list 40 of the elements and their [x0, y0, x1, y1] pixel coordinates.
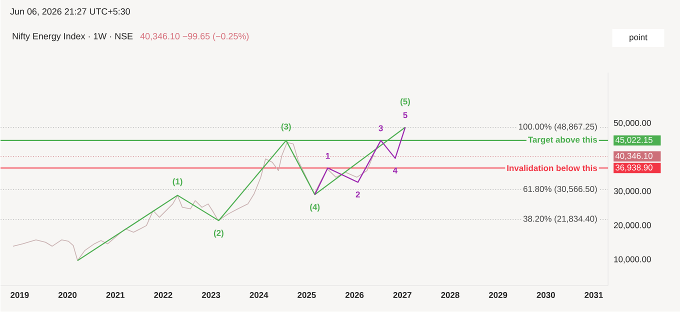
ref-line-label: Invalidation below this	[507, 165, 598, 172]
y-tick-label: 45,022.15	[615, 137, 652, 144]
annotation: (2)	[214, 230, 224, 238]
y-tick-label: 36,938.90	[616, 164, 652, 172]
chart-title: Nifty Energy Index · 1W · NSE	[12, 32, 133, 42]
y-tick-label: 40,346.10	[615, 153, 652, 160]
x-tick-label: 2022	[154, 292, 172, 298]
y-tick-label: 20,000.00	[614, 222, 651, 230]
ref-line-label: 38.20% (21,834.40)	[523, 216, 597, 224]
x-tick-label: 2023	[202, 292, 220, 298]
text: point	[630, 34, 648, 42]
annotation: 5	[403, 112, 408, 118]
chart-subtitle: 40,346.10 −99.65 (−0.25%)	[140, 32, 249, 42]
x-tick-label: 2026	[345, 292, 364, 298]
annotation: 2	[356, 192, 360, 198]
ref-line-label: 61.80% (30,566.50)	[523, 186, 597, 194]
x-tick-label: 2028	[441, 292, 460, 298]
x-tick-label: 2031	[584, 292, 603, 298]
y-tick-label: 50,000.00	[614, 120, 651, 128]
x-tick-label: 2021	[106, 292, 125, 298]
annotation: (3)	[281, 123, 291, 132]
x-tick-label: 2020	[58, 292, 77, 298]
text: Jun 06, 2026 21:27 UTC+5:30	[10, 8, 130, 16]
y-tick-label: 10,000.00	[614, 256, 651, 264]
annotation: 1	[326, 153, 330, 159]
annotation: (4)	[310, 204, 320, 212]
x-tick-label: 2030	[536, 292, 555, 298]
x-tick-label: 2025	[298, 292, 316, 298]
annotation: 4	[392, 168, 398, 174]
x-tick-label: 2024	[250, 292, 268, 298]
annotation: (1)	[172, 178, 182, 186]
ref-line-label: 100.00% (48,867.25)	[518, 124, 597, 132]
x-tick-label: 2027	[393, 292, 412, 298]
annotation: (5)	[400, 98, 410, 106]
annotation: 3	[378, 125, 383, 132]
x-tick-label: 2019	[10, 292, 29, 298]
x-tick-label: 2029	[488, 292, 508, 298]
ref-line-label: Target above this	[528, 136, 598, 145]
line-series	[314, 126, 406, 196]
y-tick-label: 30,000.00	[614, 188, 651, 196]
